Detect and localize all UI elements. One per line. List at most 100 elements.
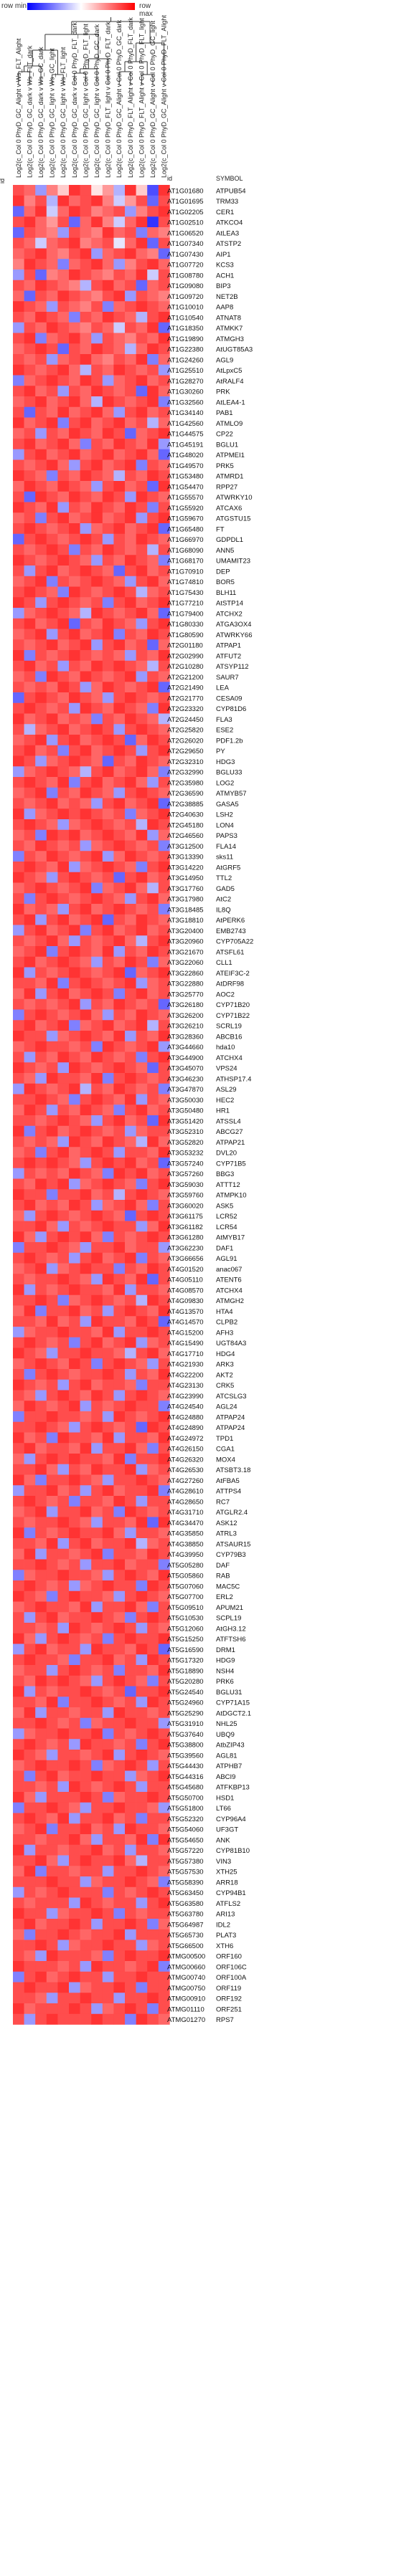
heatmap-cell xyxy=(125,417,136,429)
row-id-label: AT1G77210 xyxy=(167,600,204,608)
heatmap-cell xyxy=(91,216,103,228)
heatmap-cell xyxy=(158,1590,170,1602)
heatmap-cell xyxy=(136,1866,148,1877)
heatmap-cell xyxy=(136,1559,148,1570)
heatmap-cell xyxy=(147,1982,159,1993)
heatmap-cell xyxy=(35,618,47,629)
heatmap-cell xyxy=(69,354,80,366)
row-id-label: AT1G74810 xyxy=(167,578,204,586)
heatmap-cell xyxy=(158,1623,170,1634)
heatmap-cell xyxy=(57,1073,70,1084)
heatmap-cell xyxy=(136,1496,148,1507)
header-left-id: id xyxy=(0,178,6,183)
heatmap-cell xyxy=(102,629,114,640)
heatmap-cell xyxy=(91,312,103,323)
heatmap-cell xyxy=(13,1242,24,1254)
heatmap-cell xyxy=(35,904,47,915)
heatmap-cell xyxy=(80,629,92,640)
heatmap-cell xyxy=(46,1612,58,1623)
row-id-label: AT4G15200 xyxy=(167,1329,204,1337)
heatmap-cell xyxy=(24,724,36,735)
heatmap-cell xyxy=(80,1644,92,1655)
row-id-label: AT4G08570 xyxy=(167,1287,204,1294)
heatmap-cell xyxy=(113,1136,126,1148)
heatmap-cell xyxy=(35,1327,47,1338)
heatmap-cell xyxy=(13,1369,24,1380)
heatmap-cell xyxy=(113,978,126,989)
heatmap-cell xyxy=(91,1940,103,1951)
heatmap-cell xyxy=(13,354,24,366)
heatmap-cell xyxy=(136,1105,148,1116)
row-id-label: AT2G02990 xyxy=(167,652,204,660)
heatmap-cell xyxy=(147,364,159,376)
heatmap-cell xyxy=(46,935,58,947)
heatmap-cell xyxy=(57,1760,70,1771)
heatmap-cell xyxy=(13,724,24,735)
row-symbol-label: ATPMEI1 xyxy=(216,452,245,459)
heatmap-cell xyxy=(69,872,80,883)
heatmap-cell xyxy=(91,1337,103,1348)
heatmap-cell xyxy=(24,312,36,323)
heatmap-cell xyxy=(91,1200,103,1211)
row-symbol-label: CYP79B3 xyxy=(216,1551,246,1559)
heatmap-cell xyxy=(125,1369,136,1380)
heatmap-cell xyxy=(13,343,24,355)
heatmap-cell xyxy=(35,1590,47,1602)
heatmap-cell xyxy=(35,1548,47,1560)
heatmap-cell xyxy=(13,1105,24,1116)
heatmap-cell xyxy=(80,1485,92,1497)
heatmap-cell xyxy=(35,1940,47,1951)
heatmap-cell xyxy=(13,1886,24,1898)
heatmap-cell xyxy=(102,195,114,206)
heatmap-cell xyxy=(158,1834,170,1846)
row-symbol-label: BGLU31 xyxy=(216,1689,242,1697)
heatmap-cell xyxy=(125,1961,136,1972)
heatmap-cell xyxy=(24,787,36,798)
row-symbol-label: DRM1 xyxy=(216,1646,235,1654)
heatmap-cell xyxy=(91,227,103,239)
heatmap-cell xyxy=(113,851,126,862)
row-id-label: AT5G45680 xyxy=(167,1784,204,1792)
row-id-label: AT1G49570 xyxy=(167,462,204,470)
heatmap-cell xyxy=(136,1675,148,1687)
heatmap-cell xyxy=(46,1294,58,1306)
row-symbol-label: LT66 xyxy=(216,1805,231,1813)
row-id-label: AT3G44660 xyxy=(167,1044,204,1051)
heatmap-cell xyxy=(147,946,159,958)
column-header: Log2(c_Col 0 PhyD_GC_dark v Ws_FLT_dark xyxy=(26,45,33,178)
heatmap-cell xyxy=(91,1686,103,1697)
heatmap-cell xyxy=(57,829,70,841)
heatmap-cell xyxy=(147,956,159,968)
heatmap-cell xyxy=(24,1686,36,1697)
heatmap-cell xyxy=(102,1496,114,1507)
heatmap-cell xyxy=(69,1263,80,1274)
row-id-label: AT3G52820 xyxy=(167,1139,204,1147)
row-id-label: AT1G28270 xyxy=(167,378,204,386)
row-id-label: AT3G20400 xyxy=(167,927,204,935)
heatmap-cell xyxy=(102,618,114,629)
heatmap-cell xyxy=(35,998,47,1010)
heatmap-cell xyxy=(147,1210,159,1221)
row-symbol-label: ORF160 xyxy=(216,1953,242,1961)
row-symbol-label: ATMYB57 xyxy=(216,790,247,798)
heatmap-cell xyxy=(57,925,70,936)
heatmap-cell xyxy=(158,1347,170,1359)
heatmap-cell xyxy=(13,1866,24,1877)
heatmap-cell xyxy=(57,967,70,978)
row-id-label: AT5G52320 xyxy=(167,1816,204,1823)
row-symbol-label: ATTT12 xyxy=(216,1181,240,1189)
heatmap-cell xyxy=(113,1548,126,1560)
row-id-label: AT2G46560 xyxy=(167,832,204,840)
heatmap-cell xyxy=(80,1844,92,1856)
heatmap-cell xyxy=(80,755,92,767)
heatmap-cell xyxy=(158,713,170,725)
heatmap-cell xyxy=(125,1654,136,1666)
heatmap-cell xyxy=(136,777,148,788)
heatmap-cell xyxy=(69,1178,80,1190)
heatmap-cell xyxy=(80,2013,92,2025)
heatmap-cell xyxy=(57,1770,70,1782)
heatmap-cell xyxy=(102,237,114,249)
heatmap-cell xyxy=(13,1125,24,1137)
heatmap-cell xyxy=(91,375,103,386)
heatmap-cell xyxy=(46,1697,58,1708)
